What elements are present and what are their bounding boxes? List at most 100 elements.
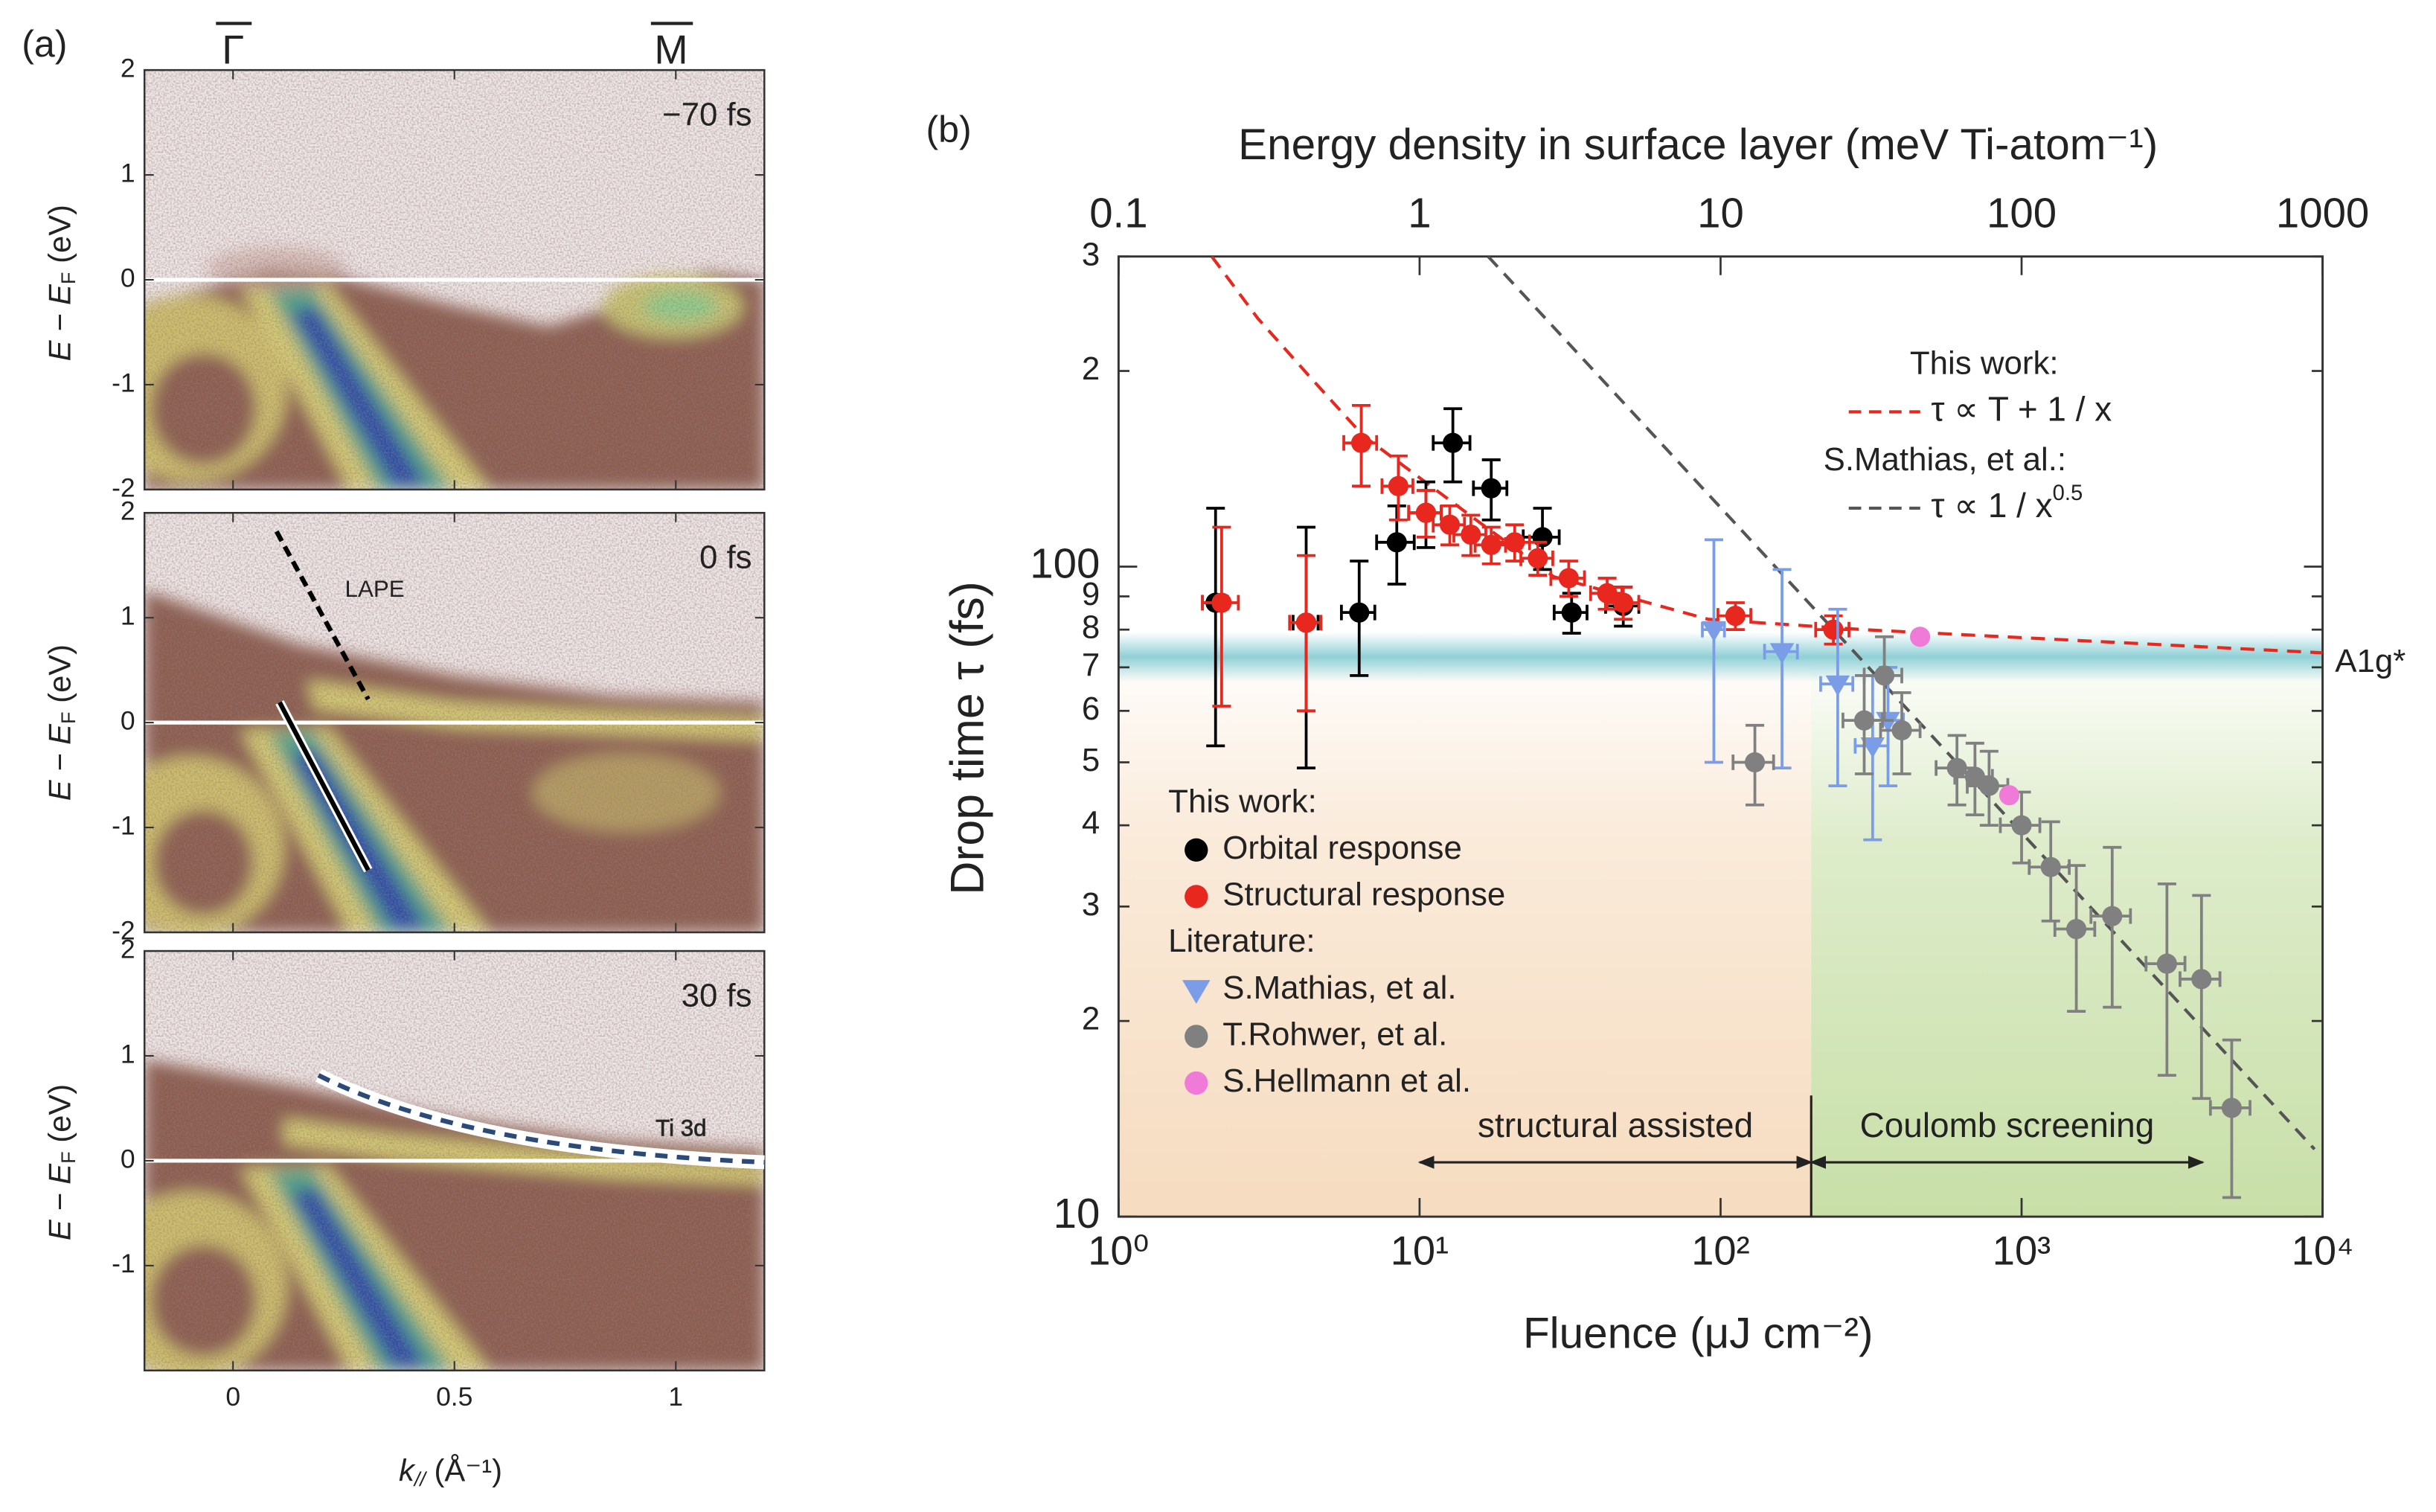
legend-label-main: τ ∝ T + 1 / x [1931, 390, 2112, 429]
data-point [1597, 583, 1618, 603]
y-tick-label: 2 [1082, 1001, 1100, 1037]
reference-band [1118, 632, 2323, 682]
y-axis-label-main: E − E [42, 1163, 77, 1240]
y-axis-label: E − EF (eV) [42, 1084, 80, 1240]
x-tick-label: 1 [668, 1382, 683, 1412]
region-label: structural assisted [1478, 1106, 1753, 1144]
annotation-label: Ti 3d [656, 1115, 706, 1141]
data-point [1891, 720, 1912, 741]
data-point [1481, 478, 1501, 499]
x2-tick-label: 10 [1697, 189, 1744, 236]
data-point [1211, 592, 1232, 613]
panel-label: (a) [22, 23, 67, 65]
arpes-image [144, 951, 765, 1371]
x-tick-label: 10² [1691, 1228, 1749, 1274]
data-point [1825, 675, 1850, 696]
x-tick-label: 10⁴ [2292, 1228, 2354, 1274]
x-tick-label: 10¹ [1391, 1228, 1449, 1274]
y-axis-label-sub: F [57, 272, 80, 285]
y-tick-label: 6 [1082, 691, 1100, 727]
legend-header: S.Mathias, et al.: [1824, 441, 2066, 478]
k-point-label: M [654, 28, 687, 73]
k-point-label: Γ [222, 28, 244, 73]
data-point [1443, 432, 1464, 453]
x-tick-label: 0 [225, 1382, 240, 1412]
legend-marker [1185, 885, 1208, 909]
y-tick-label: 1 [121, 601, 135, 631]
y-axis-label-unit: (eV) [42, 205, 77, 272]
legend-label: S.Mathias, et al. [1222, 970, 1456, 1006]
data-point [1528, 548, 1548, 568]
y-tick-label: -1 [112, 368, 135, 397]
y-tick-label: 10 [1054, 1190, 1100, 1237]
data-point [1532, 527, 1553, 548]
y-tick-label: -2 [112, 915, 135, 945]
region-shading [1118, 641, 1812, 1217]
y-tick-label: 2 [1082, 350, 1100, 387]
y-tick-label: 4 [1082, 805, 1100, 842]
panel-label: (b) [926, 109, 971, 150]
arpes-panels: -2 -1 0 1 2 −70 fs -2 -1 0 1 2 0 fs -1 0 1 2 0 0.5 1 30 fs [112, 54, 766, 1412]
y-tick-label: 9 [1082, 576, 1100, 612]
x-axis-label: Fluence (μJ cm⁻²) [1523, 1309, 1874, 1357]
data-point [2156, 953, 2177, 974]
data-point [1910, 627, 1931, 647]
legend-marker [1185, 1071, 1208, 1095]
legend-label: τ ∝ 1 / x0.5 [1931, 481, 2083, 525]
y-axis-label-sub: F [57, 711, 80, 724]
data-point [1999, 785, 2020, 806]
data-point [1702, 621, 1726, 642]
y-tick-label: 2 [121, 496, 135, 526]
y-axis-label: E − EF (eV) [42, 644, 80, 801]
annotations: LAPE Ti 3d [274, 530, 765, 1170]
x-tick-label: 10⁰ [1088, 1228, 1149, 1274]
reference-label: A1g* [2335, 643, 2405, 679]
y-tick-label: 0 [121, 263, 135, 292]
data-point [1946, 757, 1967, 778]
data-point [1415, 502, 1437, 523]
data-point [1744, 752, 1766, 773]
data-point [1978, 775, 1999, 796]
x-axis-label-sub: // [413, 1467, 428, 1490]
data-point [2011, 815, 2032, 836]
x-tick-label: 0.5 [436, 1382, 472, 1412]
legend-marker [1185, 1025, 1208, 1048]
y-tick-label: 100 [1030, 539, 1100, 586]
data-point [1561, 602, 1582, 623]
data-point [1823, 619, 1844, 640]
data-point [1349, 602, 1370, 623]
band-line [278, 701, 371, 871]
data-point [2102, 906, 2123, 926]
ti3d-line [317, 1073, 765, 1165]
y-axis-label: Drop time τ (fs) [942, 581, 994, 894]
y-tick-label: -1 [112, 1249, 135, 1278]
y-tick-label: 0 [121, 705, 135, 735]
data-point [1461, 524, 1481, 545]
legend-marker [1185, 838, 1208, 862]
y-tick-label: 8 [1082, 609, 1100, 646]
data-point [1504, 532, 1525, 553]
y-axis-label-main: E − E [42, 723, 77, 801]
x2-tick-label: 1000 [2276, 189, 2369, 236]
arpes-image [144, 513, 765, 932]
legend-label: T.Rohwer, et al. [1222, 1016, 1447, 1052]
data-point [2040, 856, 2061, 877]
legend-label: Orbital response [1222, 830, 1462, 866]
data-point [2191, 969, 2212, 990]
y-tick-label: 3 [1082, 236, 1100, 272]
data-point [1725, 606, 1746, 627]
x2-tick-label: 100 [1987, 189, 2057, 236]
y-tick-label: 1 [121, 1039, 135, 1069]
y-tick-label: 7 [1082, 647, 1100, 683]
data-point [1558, 568, 1579, 589]
data-point [1769, 643, 1795, 664]
legend-label: S.Hellmann et al. [1222, 1063, 1471, 1099]
data-point [1388, 475, 1408, 496]
data-point [2066, 918, 2087, 940]
y-tick-label: 5 [1082, 742, 1100, 778]
y-axis-label-sub: F [57, 1151, 80, 1164]
legend-label-main: τ ∝ 1 / x [1931, 486, 2052, 525]
